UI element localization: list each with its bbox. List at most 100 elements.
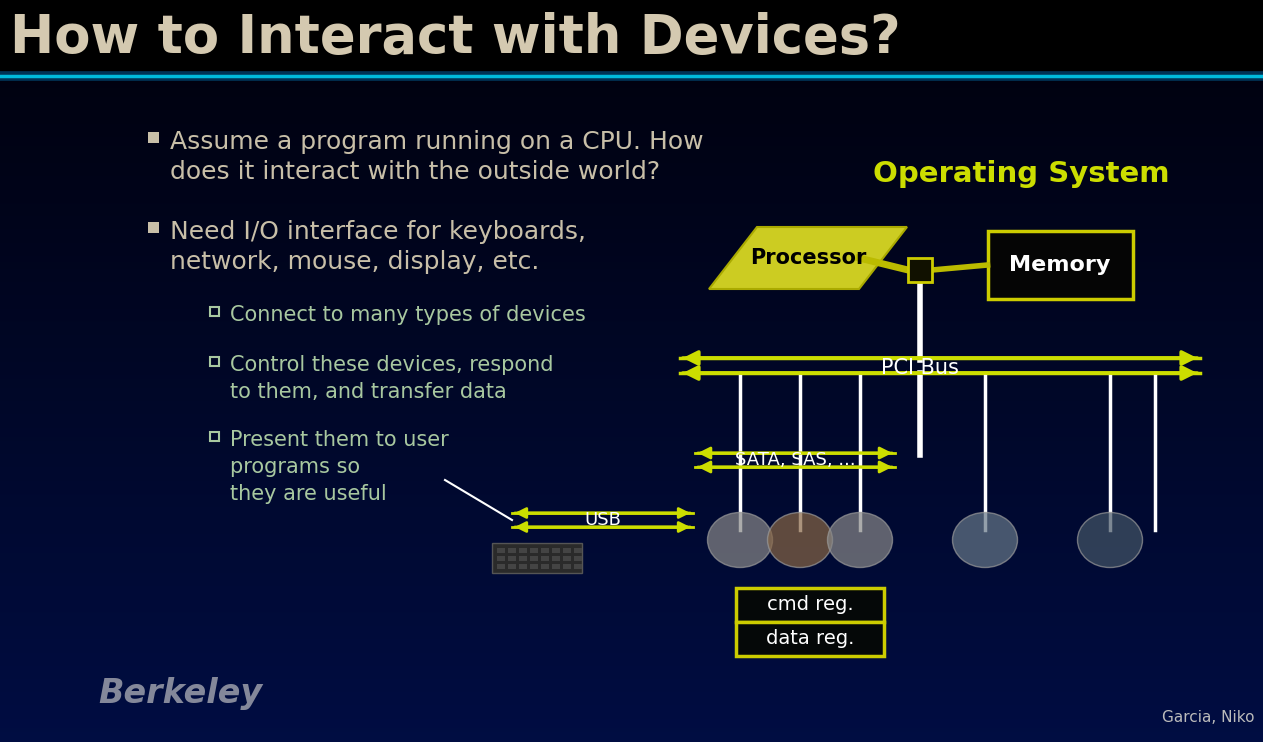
Bar xyxy=(0,736,1263,738)
Bar xyxy=(0,643,1263,645)
Bar xyxy=(0,156,1263,157)
Bar xyxy=(0,487,1263,488)
Bar xyxy=(0,732,1263,734)
Bar xyxy=(0,101,1263,102)
Bar xyxy=(0,455,1263,456)
Ellipse shape xyxy=(1077,513,1143,568)
Bar xyxy=(0,69,1263,70)
Bar xyxy=(0,518,1263,519)
Bar xyxy=(0,321,1263,323)
Bar xyxy=(0,707,1263,709)
Bar xyxy=(0,426,1263,427)
Bar xyxy=(0,282,1263,283)
Bar xyxy=(0,435,1263,436)
Bar xyxy=(0,661,1263,663)
Bar xyxy=(0,238,1263,240)
Bar xyxy=(0,162,1263,163)
Bar xyxy=(0,647,1263,649)
Bar xyxy=(0,354,1263,355)
Bar xyxy=(0,500,1263,502)
Bar xyxy=(0,192,1263,194)
Bar xyxy=(0,78,1263,79)
Bar xyxy=(0,596,1263,597)
Bar xyxy=(0,613,1263,614)
Bar xyxy=(0,305,1263,306)
Bar xyxy=(0,615,1263,617)
Bar xyxy=(0,115,1263,116)
Bar xyxy=(0,327,1263,329)
Bar xyxy=(0,370,1263,372)
Bar xyxy=(0,494,1263,496)
Bar xyxy=(0,379,1263,381)
Bar xyxy=(0,151,1263,153)
Bar xyxy=(0,270,1263,272)
Bar xyxy=(0,291,1263,292)
Bar xyxy=(0,351,1263,352)
Bar xyxy=(0,577,1263,579)
Bar xyxy=(0,598,1263,600)
Bar xyxy=(0,641,1263,643)
Text: Berkeley: Berkeley xyxy=(99,677,261,710)
Bar xyxy=(0,365,1263,367)
Bar xyxy=(0,571,1263,573)
Bar xyxy=(0,214,1263,215)
Bar xyxy=(0,450,1263,451)
Bar xyxy=(0,90,1263,91)
Bar xyxy=(0,529,1263,531)
Bar xyxy=(0,146,1263,148)
Bar xyxy=(0,560,1263,562)
Bar xyxy=(0,106,1263,108)
Bar xyxy=(0,181,1263,183)
Bar xyxy=(0,235,1263,237)
Bar xyxy=(0,541,1263,542)
Bar xyxy=(0,547,1263,548)
Bar xyxy=(0,549,1263,551)
Bar xyxy=(0,127,1263,128)
Bar xyxy=(0,444,1263,445)
Bar xyxy=(0,390,1263,392)
Ellipse shape xyxy=(952,513,1018,568)
Bar xyxy=(0,220,1263,222)
Bar xyxy=(0,200,1263,202)
Bar xyxy=(0,673,1263,674)
Bar xyxy=(0,136,1263,137)
Bar xyxy=(0,198,1263,200)
Bar xyxy=(0,431,1263,433)
Bar xyxy=(0,524,1263,525)
Bar xyxy=(0,175,1263,177)
Bar xyxy=(0,287,1263,289)
Bar xyxy=(0,693,1263,695)
Bar xyxy=(552,564,560,569)
Bar xyxy=(0,412,1263,413)
Bar xyxy=(0,403,1263,404)
Bar xyxy=(0,212,1263,214)
Bar xyxy=(0,604,1263,605)
Bar xyxy=(0,452,1263,453)
Bar xyxy=(0,4,1263,5)
Bar xyxy=(0,298,1263,300)
Bar xyxy=(0,96,1263,97)
Bar xyxy=(0,671,1263,672)
Bar xyxy=(0,700,1263,701)
Bar xyxy=(210,357,218,366)
Bar xyxy=(0,694,1263,695)
Bar xyxy=(0,279,1263,280)
Bar xyxy=(0,555,1263,556)
Bar xyxy=(0,387,1263,389)
Bar xyxy=(0,733,1263,735)
Bar xyxy=(0,739,1263,741)
Bar xyxy=(573,548,582,553)
Bar xyxy=(0,705,1263,706)
Bar xyxy=(0,672,1263,674)
Bar xyxy=(0,72,1263,73)
Bar xyxy=(0,558,1263,559)
Bar xyxy=(0,393,1263,395)
Bar xyxy=(0,178,1263,180)
Bar xyxy=(0,737,1263,738)
Bar xyxy=(0,124,1263,125)
Bar xyxy=(0,642,1263,643)
Bar xyxy=(0,359,1263,361)
Bar xyxy=(0,654,1263,655)
Bar xyxy=(0,274,1263,275)
Bar xyxy=(0,73,1263,74)
